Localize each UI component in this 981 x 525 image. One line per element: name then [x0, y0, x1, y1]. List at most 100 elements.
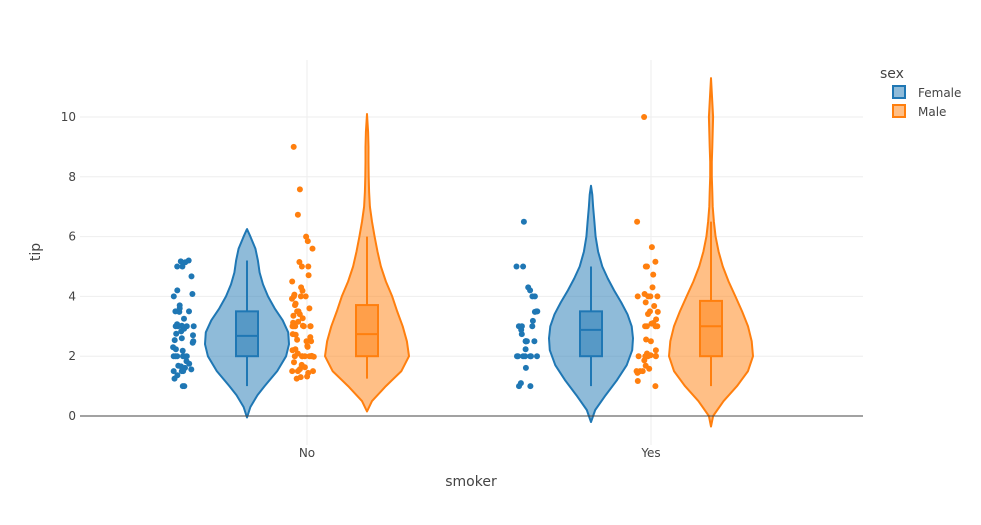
y-tick-label: 10: [61, 110, 76, 124]
data-point: [292, 300, 299, 307]
data-point: [305, 369, 312, 376]
data-point: [185, 257, 192, 264]
y-tick-label: 8: [68, 170, 76, 184]
data-point: [296, 259, 303, 265]
data-point: [183, 358, 190, 365]
data-point: [642, 362, 649, 369]
data-point: [648, 244, 655, 251]
data-point: [173, 330, 180, 337]
data-point: [529, 323, 536, 330]
data-point: [186, 308, 192, 315]
data-point: [294, 211, 301, 218]
data-point: [518, 323, 525, 330]
data-point: [298, 361, 305, 368]
data-point: [525, 284, 532, 291]
data-point: [292, 346, 299, 353]
data-point: [308, 352, 315, 359]
data-point: [178, 335, 185, 342]
x-tick-label: Yes: [640, 446, 660, 460]
legend-swatch-female: [892, 85, 906, 99]
data-point: [652, 258, 659, 265]
data-point: [520, 218, 527, 225]
box-male: [355, 304, 379, 358]
data-point: [299, 353, 306, 360]
box-female: [579, 310, 603, 358]
data-point: [303, 233, 310, 240]
data-point: [522, 346, 529, 353]
data-point: [639, 368, 646, 375]
data-point: [633, 368, 640, 375]
data-point: [654, 308, 661, 315]
data-point: [289, 278, 296, 285]
data-point: [174, 372, 181, 379]
data-point: [179, 263, 186, 270]
data-point: [643, 336, 650, 343]
data-point: [652, 352, 659, 359]
data-point: [652, 347, 659, 354]
data-point: [647, 308, 653, 315]
box-male: [699, 299, 723, 358]
data-point: [296, 186, 303, 193]
data-point: [643, 323, 650, 330]
data-point: [644, 350, 650, 357]
data-point: [170, 368, 177, 375]
data-point: [190, 323, 197, 330]
data-point: [307, 323, 314, 330]
data-point: [291, 291, 298, 298]
data-point: [188, 366, 195, 373]
y-tick-label: 4: [68, 289, 76, 303]
y-tick-label: 2: [68, 349, 76, 363]
data-point: [529, 317, 536, 324]
data-point: [527, 383, 534, 390]
data-point: [634, 378, 641, 384]
data-point: [647, 338, 654, 345]
data-point: [522, 338, 529, 345]
data-point: [520, 353, 527, 360]
x-axis-title: smoker: [445, 474, 497, 490]
data-point: [654, 293, 661, 300]
legend-item-male[interactable]: Male: [892, 104, 946, 119]
data-point: [642, 299, 649, 306]
data-point: [307, 334, 314, 341]
data-point: [181, 353, 188, 360]
data-point: [650, 271, 657, 278]
data-point: [520, 263, 527, 270]
data-point: [181, 383, 188, 390]
data-point: [634, 293, 641, 300]
data-point: [190, 338, 197, 345]
data-point: [297, 374, 304, 381]
data-point: [189, 291, 196, 297]
x-tick-label: No: [299, 446, 315, 460]
data-point: [310, 368, 316, 375]
legend-item-female[interactable]: Female: [892, 85, 961, 100]
data-point: [514, 353, 520, 360]
data-point: [303, 338, 310, 345]
data-point: [295, 318, 302, 325]
data-point: [290, 143, 297, 150]
y-tick-label: 0: [68, 409, 76, 423]
data-point: [652, 383, 659, 390]
axes: 0 2 4 6 8 10 No Yes: [61, 110, 863, 460]
box-female: [235, 310, 259, 358]
data-point: [170, 293, 177, 300]
legend-label-male: Male: [918, 105, 946, 119]
data-point: [302, 293, 309, 300]
data-point: [651, 303, 658, 309]
data-point: [641, 114, 648, 120]
data-point: [190, 332, 196, 339]
data-point: [290, 312, 297, 319]
data-point: [290, 319, 297, 326]
data-point: [299, 322, 306, 329]
data-point: [175, 362, 182, 369]
data-point: [289, 368, 296, 375]
data-point: [305, 263, 312, 270]
data-point: [297, 293, 304, 300]
data-point: [176, 302, 183, 309]
data-point: [653, 316, 660, 323]
data-point: [174, 287, 181, 294]
legend: sex Female Male: [880, 66, 961, 119]
data-point: [181, 315, 187, 322]
data-point: [642, 263, 649, 270]
data-point: [174, 263, 181, 270]
